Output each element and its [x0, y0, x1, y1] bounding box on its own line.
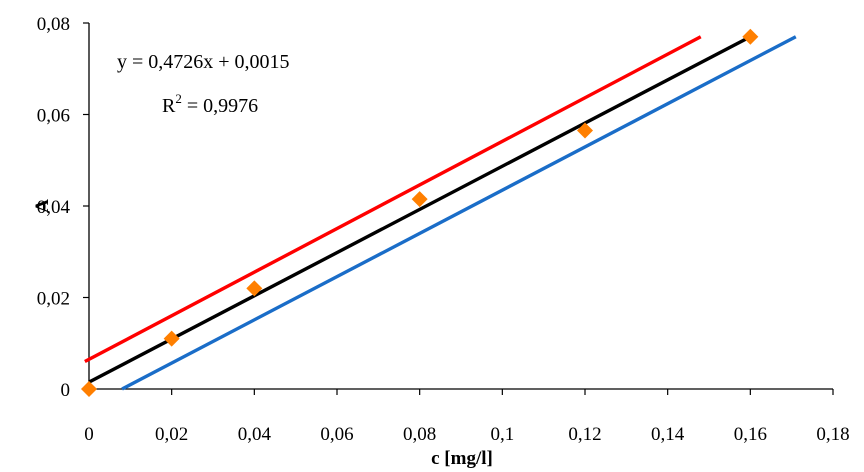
- series-lines: [84, 35, 797, 391]
- r-squared-exponent: 2: [175, 91, 182, 106]
- data-point-diamond: [246, 280, 263, 297]
- x-tick-label: 0: [84, 424, 94, 445]
- data-point-diamond: [163, 330, 180, 347]
- y-tick-label: 0,06: [37, 106, 70, 127]
- x-tick-label: 0,02: [155, 424, 188, 445]
- tick-labels: 0 0,02 0,04 0,06 0,08 0,1 0,12 0,14 0,16 0,18 0 0,0…: [37, 14, 850, 445]
- x-tick-label: 0,12: [568, 424, 601, 445]
- x-tick-label: 0,04: [238, 424, 272, 445]
- r-squared-value: = 0,9976: [182, 95, 258, 117]
- x-tick-label: 0,06: [320, 424, 353, 445]
- x-tick-label: 0,08: [403, 424, 436, 445]
- data-point-diamond: [577, 122, 593, 139]
- data-point-diamond: [742, 28, 759, 45]
- x-tick-label: 0,1: [490, 424, 514, 445]
- upper-bound-line: [84, 35, 702, 364]
- axes: [83, 22, 834, 395]
- r-squared-base: R: [162, 95, 176, 117]
- regression-equation: y = 0,4726x + 0,0015: [117, 51, 290, 73]
- regression-line: [88, 35, 752, 384]
- data-point-diamond: [411, 191, 428, 208]
- x-tick-label: 0,14: [651, 424, 685, 445]
- data-points: [81, 28, 759, 397]
- lower-bound-line: [121, 35, 797, 391]
- x-tick-label: 0,18: [816, 424, 849, 445]
- y-tick-label: 0,04: [37, 197, 71, 218]
- y-tick-label: 0,08: [37, 14, 70, 35]
- y-tick-label: 0: [61, 380, 71, 401]
- y-tick-label: 0,02: [37, 289, 70, 310]
- y-axis-title: A: [32, 199, 53, 213]
- r-squared-label: R2 = 0,9976: [162, 91, 258, 117]
- x-axis-title: c [mg/l]: [431, 448, 493, 469]
- x-tick-label: 0,16: [734, 424, 767, 445]
- data-point-diamond: [81, 381, 97, 397]
